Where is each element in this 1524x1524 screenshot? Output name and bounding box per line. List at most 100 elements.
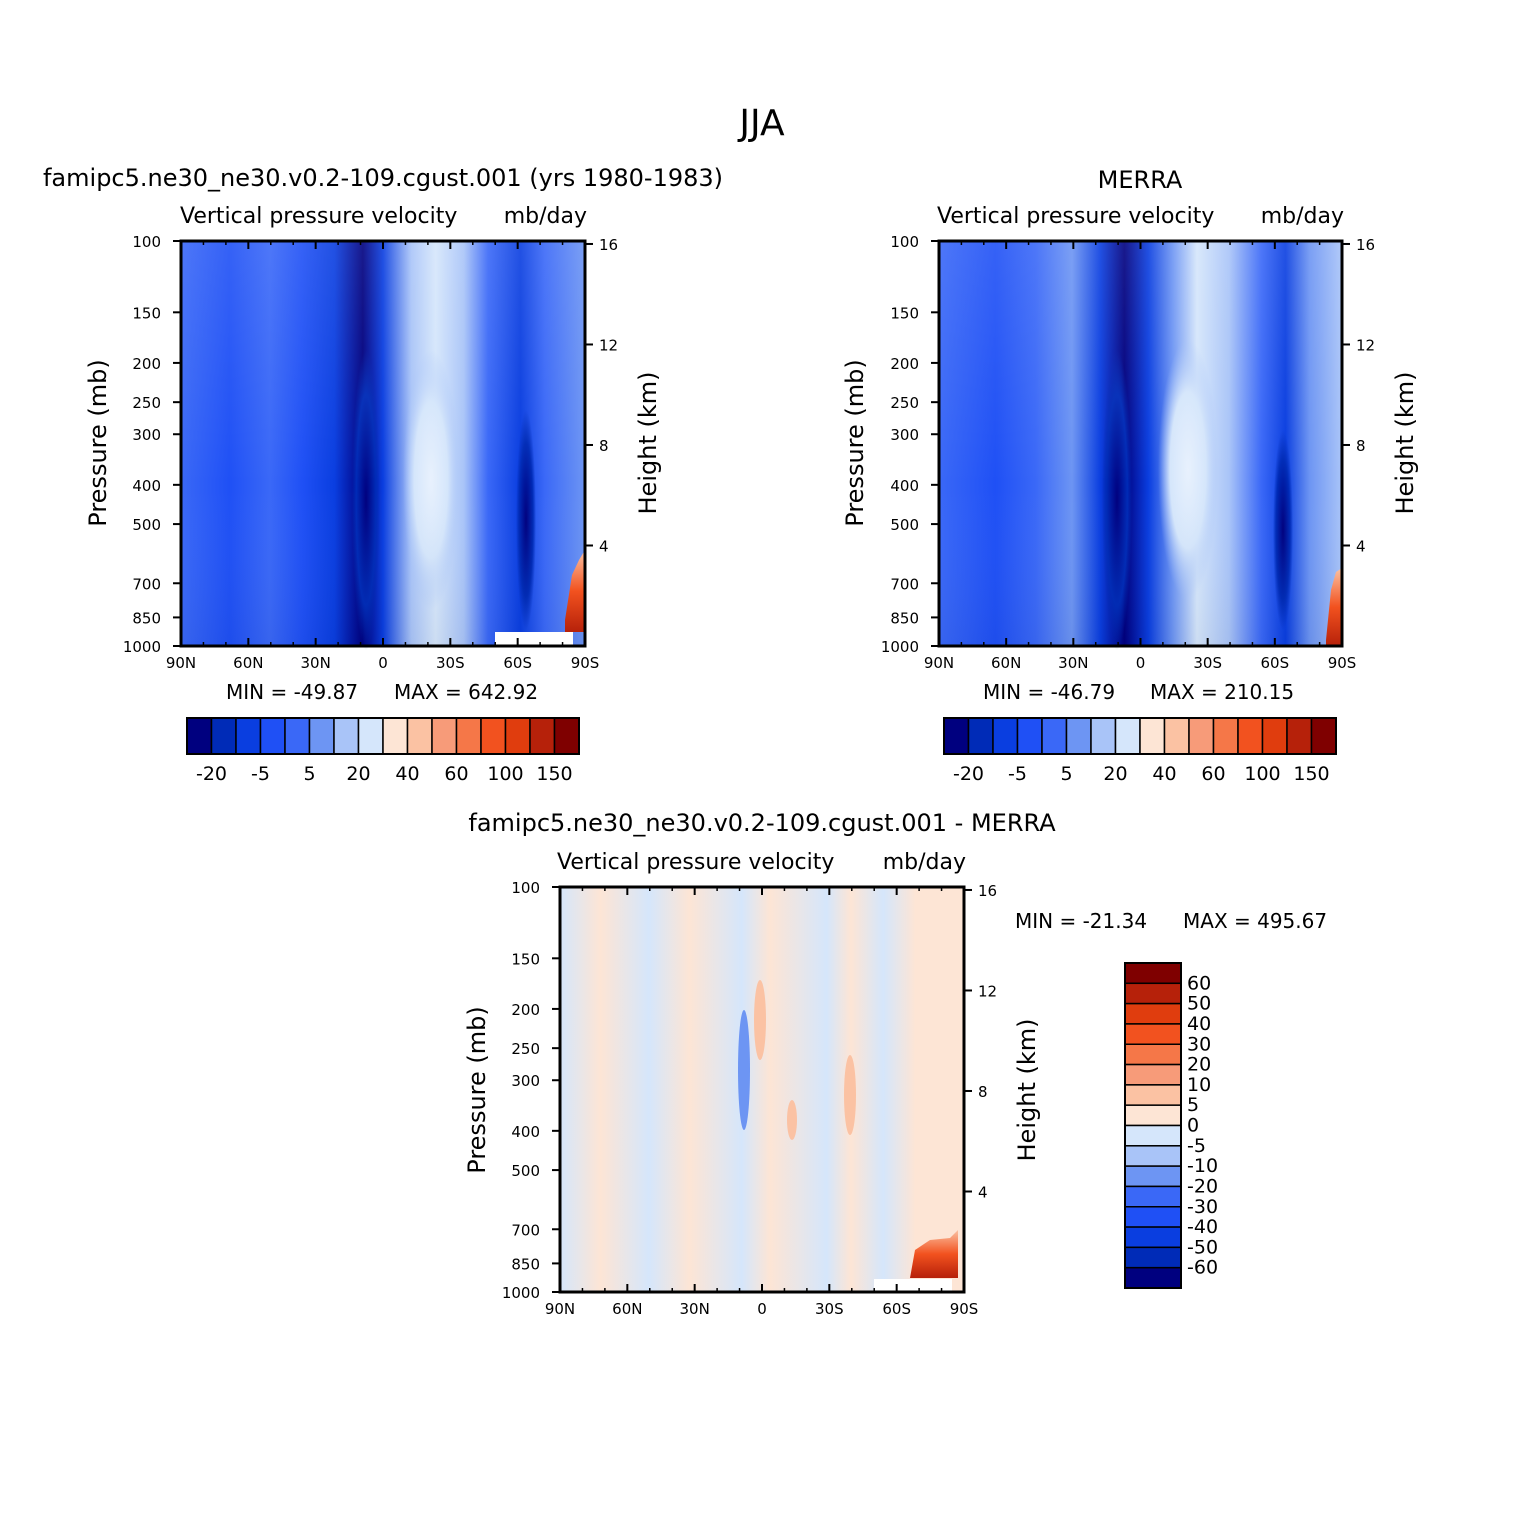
panel-model-colorbar: -20 -5 5 20 40 60 100 150 [186,717,580,785]
colorbar-swatch [1124,1206,1182,1228]
colorbar-swatch [1261,717,1288,755]
panel-diff-min: MIN = -21.34 [1015,909,1147,933]
panel-obs-title: MERRA [1098,166,1183,194]
colorbar-swatch [1188,717,1215,755]
y-tick-label: 200 [511,1001,540,1019]
colorbar-label: 5 [303,763,315,785]
y-tick-label: 400 [511,1123,540,1141]
x-tick-label: 90N [924,654,954,672]
colorbar-swatch [1139,717,1166,755]
y-tick-label: 1000 [881,638,919,656]
colorbar-swatch [308,717,335,755]
colorbar-label: -50 [1187,1236,1218,1258]
panel-model: famipc5.ne30_ne30.v0.2-109.cgust.001 (yr… [43,164,723,785]
y-right-tick-label: 12 [599,336,618,354]
colorbar-label: 100 [1244,763,1280,785]
colorbar-swatch [1041,717,1068,755]
y-right-tick-label: 4 [1356,537,1366,555]
colorbar-swatch [382,717,409,755]
colorbar-label: -40 [1187,1216,1218,1238]
y-tick-label: 500 [511,1162,540,1180]
colorbar-swatch [235,717,262,755]
colorbar-label: 30 [1187,1033,1211,1055]
y-tick-label: 500 [890,516,919,534]
y-tick-label: 250 [890,394,919,412]
y-tick-label: 1000 [123,638,161,656]
y-tick-label: 850 [890,609,919,627]
x-tick-label: 30N [1058,654,1088,672]
x-tick-label: 30S [1193,654,1222,672]
colorbar-swatch [1237,717,1264,755]
y-tick-label: 250 [132,394,161,412]
y-tick-label: 150 [132,304,161,322]
y-tick-label: 500 [132,516,161,534]
colorbar-swatch [1124,1063,1182,1086]
colorbar-label: -5 [1008,763,1027,785]
colorbar-label: -10 [1187,1155,1218,1177]
y-tick-label: 250 [511,1040,540,1058]
colorbar-frame [186,717,580,755]
colorbar-label: -20 [1187,1175,1218,1197]
colorbar-swatch [1310,717,1337,755]
colorbar-label: 10 [1187,1074,1211,1096]
colorbar-label: 50 [1187,993,1211,1015]
y-right-tick-label: 12 [978,982,997,1000]
x-tick-label: 60N [991,654,1021,672]
colorbar-label: 20 [1103,763,1127,785]
colorbar-swatch [1124,1124,1182,1147]
x-tick-label: 90S [571,654,600,672]
y-tick-label: 700 [132,575,161,593]
y-tick-label: 300 [511,1072,540,1090]
colorbar-swatch [186,717,213,755]
panel-obs-axes: 90N 60N 30N 0 30S 60S 90S 100 150 200 250 300 400 500… [881,233,1375,672]
x-tick-label: 60N [612,1300,642,1318]
panel-obs-max: MAX = 210.15 [1150,680,1294,704]
x-tick-label: 90N [545,1300,575,1318]
colorbar-label: 40 [1152,763,1176,785]
colorbar-label: 40 [395,763,419,785]
x-tick-label: 0 [757,1300,767,1318]
y-right-tick-label: 16 [599,236,618,254]
panel-diff-units: mb/day [883,850,966,875]
colorbar-swatch [210,717,237,755]
panel-model-subtitle: Vertical pressure velocity [180,204,457,229]
colorbar-swatch [1124,1002,1182,1025]
colorbar-swatch [1090,717,1117,755]
y-tick-label: 200 [132,355,161,373]
panel-obs-units: mb/day [1261,204,1344,229]
panel-diff-missing-data [874,1279,952,1292]
y-tick-label: 400 [132,477,161,495]
colorbar-label: 20 [346,763,370,785]
y-right-tick-label: 4 [599,537,609,555]
y-right-tick-label: 12 [1356,336,1375,354]
colorbar-swatch [1124,1165,1182,1188]
y-right-tick-label: 16 [978,882,997,900]
colorbar-label: -20 [953,763,984,785]
colorbar-swatch [1124,982,1182,1005]
panel-obs: MERRA Vertical pressure velocity mb/day … [841,166,1419,785]
y-tick-label: 100 [132,233,161,251]
figure-title: JJA [737,103,785,144]
panel-model-min: MIN = -49.87 [226,680,358,704]
x-tick-label: 30N [301,654,331,672]
colorbar-label: 150 [1293,763,1329,785]
colorbar-swatch [284,717,311,755]
y-right-tick-label: 4 [978,1183,988,1201]
colorbar-swatch [967,717,994,755]
panel-diff-title: famipc5.ne30_ne30.v0.2-109.cgust.001 - M… [468,809,1056,837]
colorbar-swatch [529,717,556,755]
colorbar-label: -5 [251,763,270,785]
colorbar-swatch [1124,1266,1182,1289]
panel-obs-field [939,241,1342,650]
colorbar-swatch [406,717,433,755]
colorbar-label: -30 [1187,1196,1218,1218]
colorbar-swatch [357,717,384,755]
y-right-tick-label: 8 [978,1083,988,1101]
panel-model-ylabel-right: Height (km) [634,372,662,515]
y-tick-label: 850 [132,609,161,627]
colorbar-swatch [1124,1023,1182,1045]
y-tick-label: 700 [890,575,919,593]
x-tick-label: 90N [166,654,196,672]
panel-diff-ylabel: Pressure (mb) [463,1006,491,1173]
